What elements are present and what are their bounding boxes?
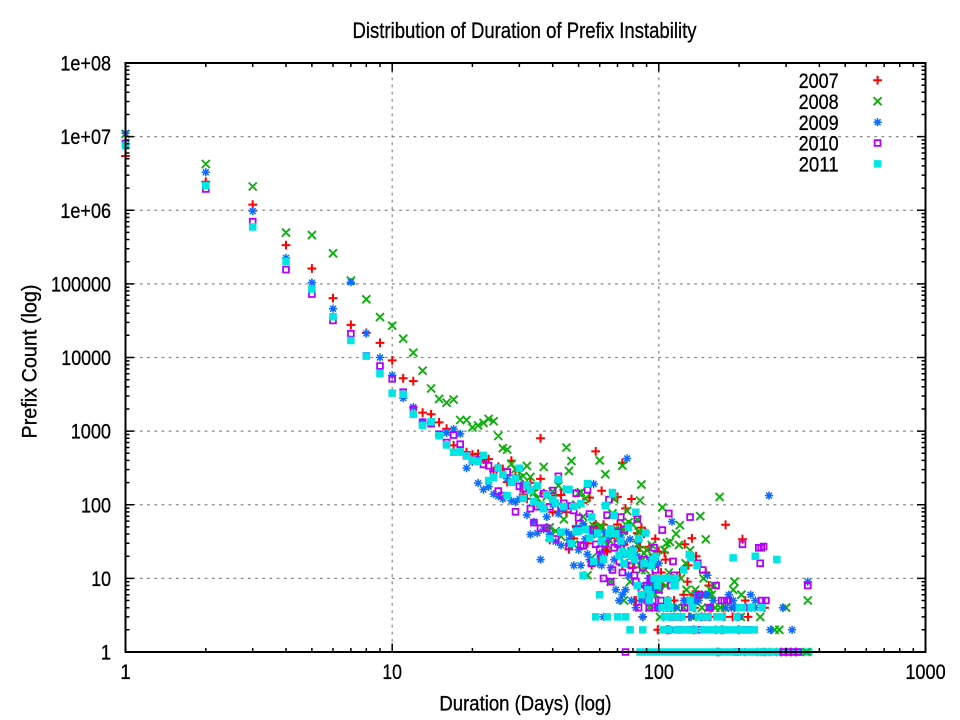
- svg-text:2008: 2008: [799, 91, 839, 114]
- svg-text:10000: 10000: [61, 347, 111, 370]
- svg-text:100000: 100000: [51, 273, 111, 296]
- svg-text:2011: 2011: [799, 153, 839, 176]
- svg-text:1000: 1000: [71, 421, 111, 444]
- svg-text:10: 10: [91, 568, 111, 591]
- svg-text:1e+08: 1e+08: [60, 53, 111, 76]
- svg-text:10: 10: [382, 661, 402, 684]
- svg-text:100: 100: [81, 494, 111, 517]
- svg-text:Duration (Days) (log): Duration (Days) (log): [439, 693, 611, 716]
- svg-text:2010: 2010: [799, 133, 839, 156]
- svg-text:2009: 2009: [799, 112, 839, 135]
- svg-text:1: 1: [101, 642, 111, 665]
- svg-text:1: 1: [120, 661, 130, 684]
- svg-text:1e+07: 1e+07: [60, 126, 111, 149]
- svg-text:2007: 2007: [799, 70, 839, 93]
- svg-text:1e+06: 1e+06: [60, 200, 111, 223]
- svg-text:1000: 1000: [905, 661, 945, 684]
- svg-text:Distribution of Duration of Pr: Distribution of Duration of Prefix Insta…: [353, 18, 697, 43]
- svg-text:100: 100: [644, 661, 674, 684]
- svg-text:Prefix Count (log): Prefix Count (log): [19, 285, 42, 439]
